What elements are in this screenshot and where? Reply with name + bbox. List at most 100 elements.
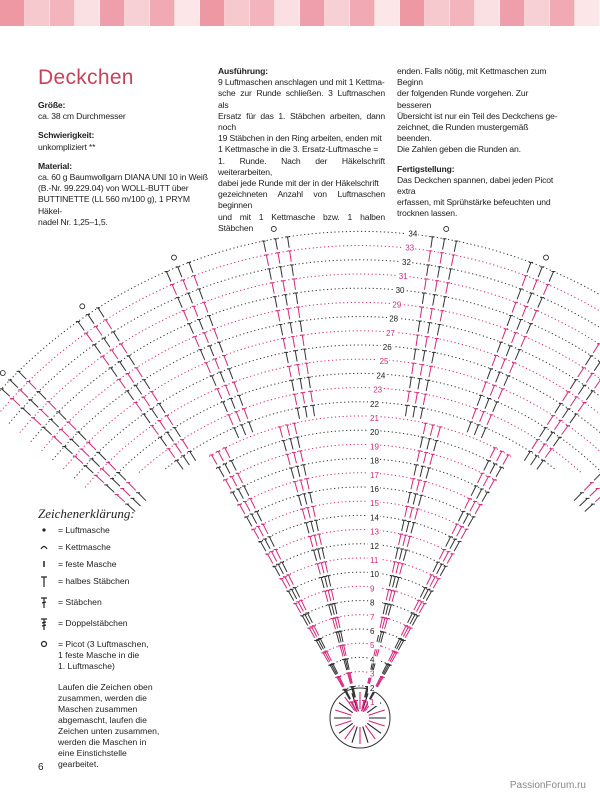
round-arc (138, 387, 582, 473)
stitch (305, 522, 310, 534)
stitch (174, 443, 182, 454)
round-arc (41, 301, 600, 452)
note-line: eine Einstichstelle (58, 748, 127, 758)
round-label: 7 (370, 613, 375, 622)
stitch (282, 280, 286, 292)
stitch (266, 553, 274, 564)
stitch (428, 366, 432, 378)
stitch (1, 388, 11, 397)
stitch (414, 508, 419, 520)
label-bg (396, 271, 409, 280)
stitch (569, 396, 577, 407)
ring-stitch (364, 724, 376, 740)
stitch (287, 590, 295, 601)
stitch (182, 279, 188, 291)
text-line: unkompliziert ** (38, 141, 96, 152)
round-label: 21 (370, 414, 379, 423)
heading: Fertigstellung: (397, 163, 455, 174)
round-label: 26 (383, 343, 392, 352)
label-bg (406, 228, 419, 238)
stitch (177, 297, 183, 308)
stitch (218, 467, 225, 478)
label-bg (387, 313, 400, 323)
stitch (451, 523, 458, 535)
stitch (496, 451, 503, 462)
legend-text: 1. Luftmasche) (58, 661, 115, 671)
stitch (394, 638, 401, 649)
stitch (343, 644, 347, 656)
page-number: 6 (38, 762, 44, 773)
stitch (509, 362, 515, 374)
stitch (406, 536, 411, 548)
stitch (442, 551, 449, 562)
stitch (388, 590, 393, 602)
ring-stitch (344, 724, 356, 740)
stitch (352, 686, 356, 698)
stitch (439, 310, 443, 322)
stitch (585, 373, 593, 383)
stitch (532, 279, 538, 291)
stitch (300, 479, 304, 491)
stitch (562, 391, 569, 402)
stitch (304, 406, 308, 418)
stitch (282, 338, 286, 350)
stitch (486, 368, 492, 380)
legend-text: = Kettmasche (58, 542, 111, 552)
round-arc (315, 628, 405, 642)
stitch (384, 618, 388, 630)
round-arc (286, 571, 434, 593)
stitch (284, 294, 288, 306)
legend-item: = halbes Stäbchen (38, 576, 159, 587)
stripe-square (550, 0, 575, 26)
stitch (527, 292, 533, 304)
label-bg (368, 455, 380, 465)
stitch (417, 321, 421, 333)
ring-stitch (344, 696, 356, 712)
stitch (329, 664, 337, 676)
heading: Größe: (38, 100, 66, 110)
round-label: 16 (370, 485, 379, 494)
stitch (281, 561, 288, 573)
stitch (301, 615, 309, 626)
note-line: werden die Maschen in (58, 737, 147, 747)
stripe-square (25, 0, 50, 26)
stitch (50, 419, 60, 428)
stitch (93, 344, 102, 354)
stitch (268, 268, 272, 280)
legend-symbol (43, 561, 45, 567)
text-line: erfassen, mit Sprühstärke befeuchten und (397, 197, 551, 208)
stitch (307, 612, 313, 624)
stitch (151, 391, 158, 402)
stitch (432, 578, 440, 589)
stitch (425, 590, 433, 601)
stitch (429, 454, 434, 466)
stitch (388, 575, 393, 587)
round-arc (258, 514, 462, 543)
stitch (199, 349, 206, 360)
stitch (413, 349, 417, 361)
stitch (539, 427, 546, 438)
stitch (488, 479, 495, 490)
stitch (516, 319, 522, 330)
stitch (32, 417, 42, 426)
stitch (295, 292, 299, 304)
stitch (446, 553, 454, 564)
stitch (402, 535, 407, 546)
text-line: und mit 1 Kettmasche bzw. 1 halben Stäbc… (218, 211, 385, 233)
stitch (320, 562, 325, 574)
stitch (322, 652, 330, 663)
picot (543, 254, 549, 261)
stitch (327, 575, 332, 587)
stitch (203, 302, 209, 313)
legend-item: = feste Masche (38, 559, 159, 570)
note-line: Maschen zusammen (58, 704, 138, 714)
stitch (313, 535, 318, 546)
stitch (431, 352, 435, 364)
stitch (53, 436, 63, 445)
stitch (187, 292, 193, 304)
stitch (562, 408, 569, 419)
stitch (214, 358, 220, 370)
label-bg (368, 540, 380, 550)
stitch (64, 446, 73, 455)
stitch (429, 308, 433, 320)
